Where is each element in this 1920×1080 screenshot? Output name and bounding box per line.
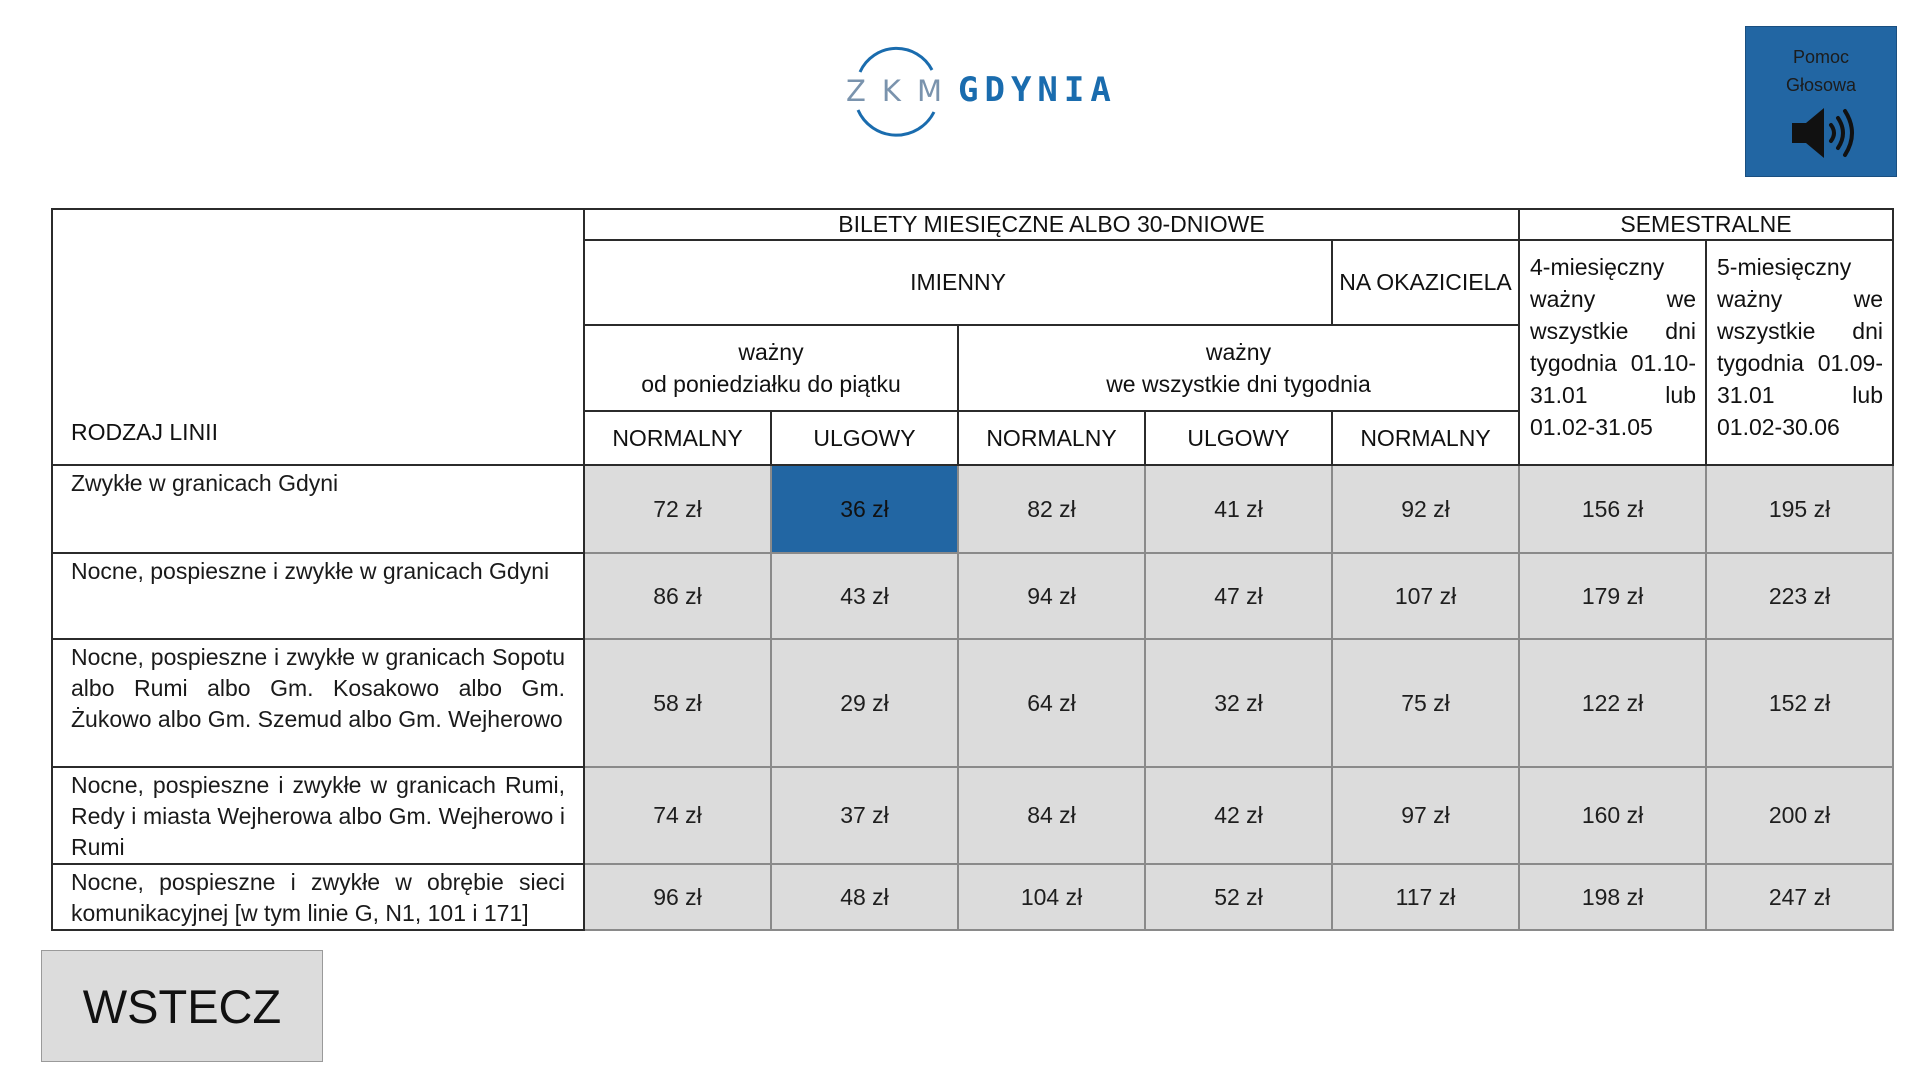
price-cell[interactable]: 52 zł bbox=[1144, 863, 1333, 931]
weekday-validity-header: ważny od poniedziałku do piątku bbox=[583, 324, 959, 412]
price-cell[interactable]: 64 zł bbox=[957, 638, 1146, 768]
price-cell[interactable]: 117 zł bbox=[1331, 863, 1520, 931]
col-header-ulgowy: ULGOWY bbox=[770, 410, 959, 466]
allweek-validity-line2: we wszystkie dni tygodnia bbox=[1106, 371, 1371, 397]
price-cell[interactable]: 160 zł bbox=[1518, 766, 1707, 865]
price-cell[interactable]: 41 zł bbox=[1144, 464, 1333, 554]
price-cell[interactable]: 104 zł bbox=[957, 863, 1146, 931]
logo-letter: M bbox=[916, 74, 942, 108]
logo-arc bbox=[856, 46, 936, 137]
logo-letter: Z bbox=[846, 74, 866, 108]
allweek-validity-line1: ważny bbox=[1205, 339, 1272, 365]
semester-4-month-header: 4-miesięczny ważny we wszystkie dni tygo… bbox=[1518, 239, 1707, 466]
logo-zkm-letters: Z K M bbox=[846, 74, 942, 108]
voice-help-label-line1: Pomoc bbox=[1792, 47, 1850, 67]
weekday-validity-line1: ważny bbox=[738, 339, 804, 365]
price-cell[interactable]: 179 zł bbox=[1518, 552, 1707, 640]
price-cell[interactable]: 86 zł bbox=[583, 552, 772, 640]
fare-row: Nocne, pospieszne i zwykłe w obrębie sie… bbox=[51, 863, 1894, 931]
price-cell[interactable]: 32 zł bbox=[1144, 638, 1333, 768]
fare-row: Nocne, pospieszne i zwykłe w granicach S… bbox=[51, 638, 1894, 768]
price-cell[interactable]: 29 zł bbox=[770, 638, 959, 768]
col-header-normalny: NORMALNY bbox=[583, 410, 772, 466]
line-type-label: Zwykłe w granicach Gdyni bbox=[51, 464, 585, 554]
na-okaziciela-header: NA OKAZICIELA bbox=[1331, 239, 1520, 326]
price-cell[interactable]: 37 zł bbox=[770, 766, 959, 865]
semester-5-month-header: 5-miesięczny ważny we wszystkie dni tygo… bbox=[1705, 239, 1894, 466]
fare-row: Nocne, pospieszne i zwykłe w granicach R… bbox=[51, 766, 1894, 865]
logo-city: GDYNIA bbox=[958, 70, 1117, 110]
col-header-normalny: NORMALNY bbox=[1331, 410, 1520, 466]
line-type-label: Nocne, pospieszne i zwykłe w granicach G… bbox=[51, 552, 585, 640]
price-cell[interactable]: 97 zł bbox=[1331, 766, 1520, 865]
line-type-label: Nocne, pospieszne i zwykłe w granicach S… bbox=[51, 638, 585, 768]
line-type-label: Nocne, pospieszne i zwykłe w granicach R… bbox=[51, 766, 585, 865]
price-cell[interactable]: 223 zł bbox=[1705, 552, 1894, 640]
imienny-header: IMIENNY bbox=[583, 239, 1333, 326]
line-type-label: Nocne, pospieszne i zwykłe w obrębie sie… bbox=[51, 863, 585, 931]
price-cell[interactable]: 92 zł bbox=[1331, 464, 1520, 554]
price-cell[interactable]: 96 zł bbox=[583, 863, 772, 931]
price-cell[interactable]: 47 zł bbox=[1144, 552, 1333, 640]
voice-help-label-line2: Głosowa bbox=[1785, 75, 1857, 95]
price-cell[interactable]: 200 zł bbox=[1705, 766, 1894, 865]
price-cell[interactable]: 122 zł bbox=[1518, 638, 1707, 768]
price-cell[interactable]: 94 zł bbox=[957, 552, 1146, 640]
col-header-ulgowy: ULGOWY bbox=[1144, 410, 1333, 466]
price-cell[interactable]: 247 zł bbox=[1705, 863, 1894, 931]
price-cell[interactable]: 75 zł bbox=[1331, 638, 1520, 768]
allweek-validity-header: ważny we wszystkie dni tygodnia bbox=[957, 324, 1520, 412]
price-cell[interactable]: 42 zł bbox=[1144, 766, 1333, 865]
col-header-normalny: NORMALNY bbox=[957, 410, 1146, 466]
price-cell[interactable]: 74 zł bbox=[583, 766, 772, 865]
price-cell[interactable]: 198 zł bbox=[1518, 863, 1707, 931]
price-cell[interactable]: 43 zł bbox=[770, 552, 959, 640]
rodzaj-linii-header: RODZAJ LINII bbox=[51, 208, 585, 466]
voice-help-button[interactable]: Pomoc Głosowa bbox=[1745, 26, 1897, 177]
weekday-validity-line2: od poniedziałku do piątku bbox=[641, 371, 901, 397]
price-cell[interactable]: 58 zł bbox=[583, 638, 772, 768]
price-cell-selected[interactable]: 36 zł bbox=[770, 464, 959, 554]
price-cell[interactable]: 195 zł bbox=[1705, 464, 1894, 554]
price-cell[interactable]: 156 zł bbox=[1518, 464, 1707, 554]
rodzaj-linii-label: RODZAJ LINII bbox=[71, 419, 218, 445]
fare-row: Nocne, pospieszne i zwykłe w granicach G… bbox=[51, 552, 1894, 640]
price-cell[interactable]: 107 zł bbox=[1331, 552, 1520, 640]
price-cell[interactable]: 82 zł bbox=[957, 464, 1146, 554]
semester-group-header: SEMESTRALNE bbox=[1518, 208, 1894, 241]
fare-table: RODZAJ LINII BILETY MIESIĘCZNE ALBO 30-D… bbox=[51, 208, 1894, 931]
zkm-gdynia-logo: Z K M GDYNIA bbox=[846, 40, 1111, 140]
monthly-group-header: BILETY MIESIĘCZNE ALBO 30-DNIOWE bbox=[583, 208, 1520, 241]
price-cell[interactable]: 152 zł bbox=[1705, 638, 1894, 768]
price-cell[interactable]: 48 zł bbox=[770, 863, 959, 931]
back-button[interactable]: WSTECZ bbox=[41, 950, 323, 1062]
price-cell[interactable]: 72 zł bbox=[583, 464, 772, 554]
speaker-icon bbox=[1792, 108, 1854, 158]
logo-letter: K bbox=[881, 74, 901, 108]
fare-row: Zwykłe w granicach Gdyni 72 zł 36 zł 82 … bbox=[51, 464, 1894, 554]
price-cell[interactable]: 84 zł bbox=[957, 766, 1146, 865]
